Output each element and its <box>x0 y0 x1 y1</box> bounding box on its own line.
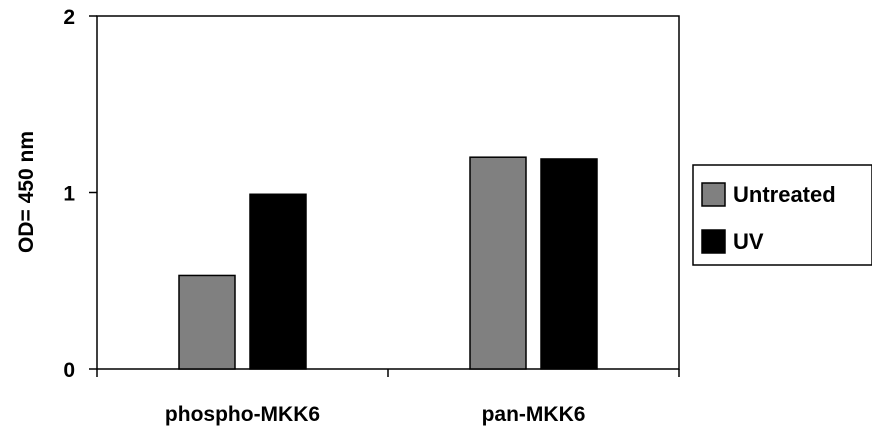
bar-untreated-pan-mkk6 <box>469 156 527 370</box>
legend-swatch-untreated <box>701 182 726 207</box>
y-axis-label: OD= 450 nm <box>15 131 38 253</box>
x-tick-label: phospho-MKK6 <box>165 403 320 426</box>
bar-uv-phospho-mkk6 <box>249 193 307 370</box>
legend: Untreated UV <box>692 164 872 266</box>
y-tick-label: 1 <box>63 183 75 206</box>
y-tick-label: 0 <box>63 359 75 382</box>
legend-label-untreated: Untreated <box>733 182 836 207</box>
bar-uv-pan-mkk6 <box>540 158 598 370</box>
legend-label-uv: UV <box>733 229 764 254</box>
y-tick-label: 2 <box>63 6 75 29</box>
legend-swatch-uv <box>701 229 726 254</box>
bar-untreated-phospho-mkk6 <box>178 274 236 370</box>
x-tick-label: pan-MKK6 <box>482 403 586 426</box>
